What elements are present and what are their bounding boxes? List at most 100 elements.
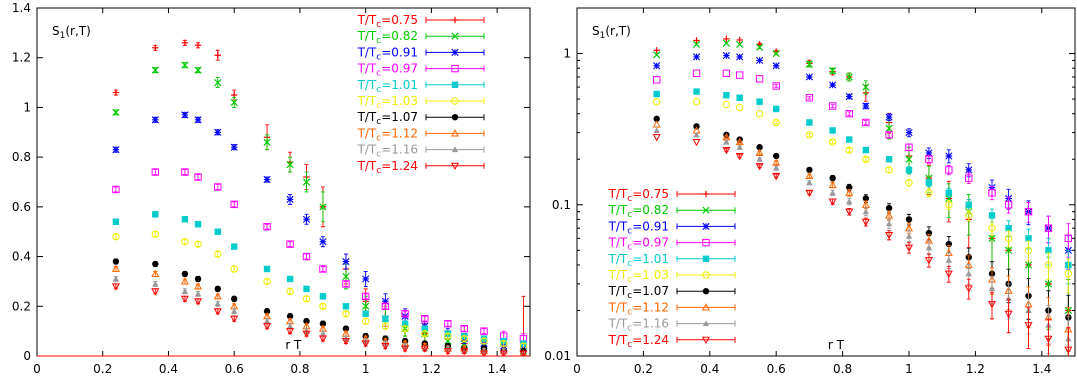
data-point [925,155,933,163]
legend-marker [450,129,460,137]
data-point [1044,280,1053,288]
y-tick-label: 1 [563,47,571,61]
data-point [181,237,189,246]
y-tick-label: 0 [23,349,31,363]
data-point [722,100,731,109]
data-point [652,120,661,128]
data-point [302,252,311,261]
data-point [905,143,913,151]
legend-label-main: T/T [608,187,628,201]
data-point [736,40,744,48]
error-bar [196,174,201,180]
data-point [862,83,870,91]
error-bar [830,104,835,108]
data-point [653,127,660,134]
data-point [381,342,390,351]
data-point [885,124,893,132]
data-point [500,339,508,348]
legend-item: T/Tc=0.91 [608,219,736,236]
data-point [342,257,350,266]
data-point [925,179,933,186]
error-bar [966,278,971,300]
data-point [231,308,238,314]
data-point [286,275,294,283]
error-bar [1006,298,1011,334]
legend-label-sub: c [376,133,381,143]
data-point [112,108,120,117]
data-point [112,258,120,265]
error-bar [265,278,270,285]
data-point [653,47,660,54]
data-point [444,332,452,340]
x-tick-label: 1.2 [966,362,985,376]
data-point [181,216,189,223]
data-point [829,174,836,182]
error-bar [288,288,293,295]
data-point [755,163,764,171]
legend-swatch-line [425,162,485,169]
legend-label-sub: c [376,69,381,79]
legend-label-sub: c [376,85,381,95]
data-point [723,92,730,99]
data-point [829,127,836,134]
data-point [1064,234,1073,243]
data-point [653,90,660,98]
data-point [286,328,295,336]
data-point [924,257,933,265]
data-point [692,40,701,48]
data-point [302,330,311,338]
data-point [965,211,973,220]
legend-label-tail: =1.12 [632,300,669,314]
data-point [194,66,202,74]
y-axis-label-tail: (r,T) [605,24,630,38]
x-tick-label: 0 [33,362,41,376]
x-tick-label: 1.4 [488,362,507,376]
error-bar [343,310,348,317]
data-point [460,347,469,356]
data-point [987,301,997,309]
error-bar [304,295,309,302]
error-bar [445,320,450,327]
x-tick-label: 1 [362,362,370,376]
legend-label-tail: =0.82 [381,29,418,43]
legend-swatch-line [425,65,485,72]
series-t1.24 [652,134,1073,356]
legend-item: T/Tc=1.24 [608,333,736,350]
legend-label-main: T/T [357,159,377,173]
data-point [286,195,294,203]
data-point [905,129,913,137]
data-point [722,146,731,155]
legend-label-main: T/T [357,29,377,43]
data-point [151,269,160,278]
error-bar [1006,196,1011,214]
data-point [230,265,238,273]
data-point [151,288,160,296]
data-point [805,171,814,180]
data-point [286,313,294,320]
data-point [1064,270,1073,278]
error-bar [265,223,270,230]
x-tick-label: 0.2 [93,362,112,376]
data-point [1045,247,1052,254]
data-point [151,230,160,238]
legend-label-tail: =1.07 [381,110,418,124]
legend-item: T/Tc=1.03 [608,268,736,285]
legend-label-main: T/T [608,219,628,233]
data-point [443,347,452,356]
error-bar [926,253,931,268]
data-point [1004,234,1013,243]
data-point [735,71,744,79]
legend-item: T/Tc=1.01 [357,78,485,95]
data-point [885,131,893,139]
legend-label-tail: =0.97 [381,62,418,76]
data-point [965,201,972,208]
legend-label: T/Tc=0.82 [608,203,669,220]
data-point [693,37,700,44]
error-bar [807,96,812,100]
error-bar [774,173,779,179]
data-point [480,337,488,345]
data-point [263,175,271,184]
data-point [319,203,327,211]
legend-label-sub: c [627,194,632,204]
data-point [112,275,120,282]
